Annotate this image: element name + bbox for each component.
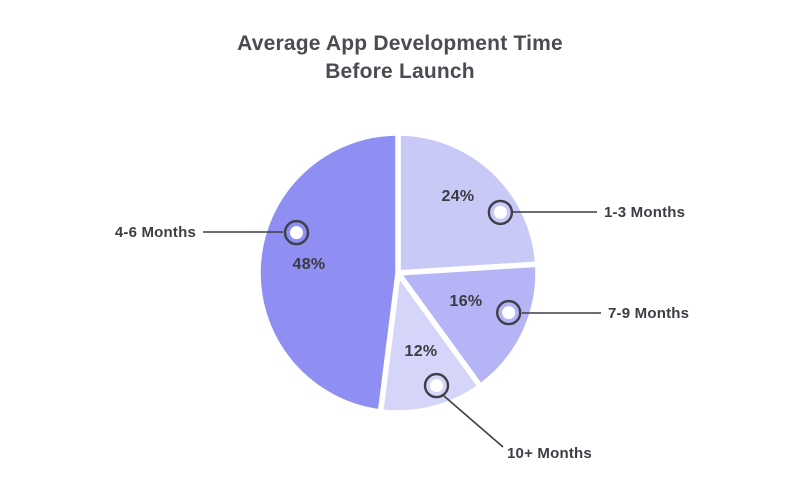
pie-slice-4-6-months: [255, 130, 401, 415]
percent-label-4-6-months: 48%: [292, 256, 326, 273]
callout-marker-dot-1-3-months: [493, 205, 507, 219]
pie-slice-10-months: [377, 265, 485, 416]
percent-label-10-plus-months: 12%: [404, 343, 438, 360]
title-line-2: Before Launch: [325, 60, 475, 83]
callout-line-10-months: [443, 395, 504, 448]
callout-marker-ring-10-months: [423, 372, 450, 399]
callout-marker-ring-4-6-months: [283, 219, 310, 246]
callout-marker-ring-7-9-months: [496, 299, 522, 326]
percent-label-7-9-months: 16%: [449, 293, 483, 310]
page-title: Average App Development Time Before Laun…: [0, 30, 800, 86]
slice-label-7-9-months: 7-9 Months: [608, 305, 690, 322]
callout-marker-dot-4-6-months: [290, 226, 303, 240]
slice-label-1-3-months: 1-3 Months: [604, 204, 686, 221]
pie-slice-1-3-months: [395, 130, 541, 276]
slice-label-4-6-months: 4-6 Months: [114, 224, 196, 241]
callout-marker-ring-1-3-months: [487, 199, 514, 226]
pie-slice-7-9-months: [392, 261, 541, 391]
callout-marker-dot-10-months: [430, 379, 443, 393]
callout-marker-dot-7-9-months: [502, 306, 516, 320]
slice-label-10-plus-months: 10+ Months: [507, 445, 592, 462]
title-line-1: Average App Development Time: [237, 32, 563, 55]
percent-label-1-3-months: 24%: [441, 188, 475, 205]
